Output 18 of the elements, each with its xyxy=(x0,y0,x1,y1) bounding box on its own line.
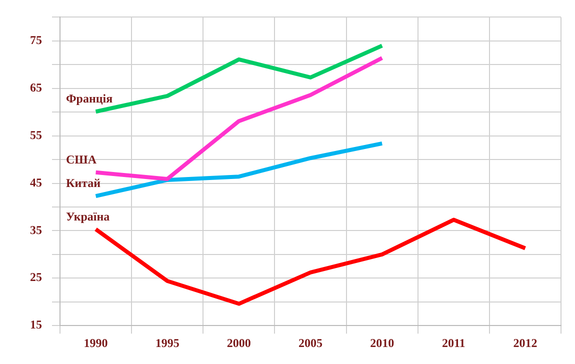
x-tick-label: 2010 xyxy=(370,336,394,350)
series-label: Китай xyxy=(66,176,101,190)
y-tick-label: 55 xyxy=(30,128,42,142)
y-tick-label: 15 xyxy=(30,318,42,332)
series-label: Україна xyxy=(66,209,110,224)
x-tick-label: 2011 xyxy=(442,336,466,350)
x-tick-label: 2005 xyxy=(298,336,322,350)
x-tick-label: 1995 xyxy=(155,336,180,350)
series-label: Франція xyxy=(66,92,114,106)
y-tick-label: 25 xyxy=(30,270,42,284)
y-tick-label: 65 xyxy=(30,80,42,94)
x-tick-label: 2012 xyxy=(513,336,538,350)
x-tick-label: 2000 xyxy=(226,336,251,350)
x-tick-label: 1990 xyxy=(84,336,108,350)
series-label: США xyxy=(66,152,97,166)
y-tick-label: 35 xyxy=(30,222,42,237)
y-tick-label: 75 xyxy=(30,33,42,48)
y-tick-label: 45 xyxy=(30,175,42,190)
